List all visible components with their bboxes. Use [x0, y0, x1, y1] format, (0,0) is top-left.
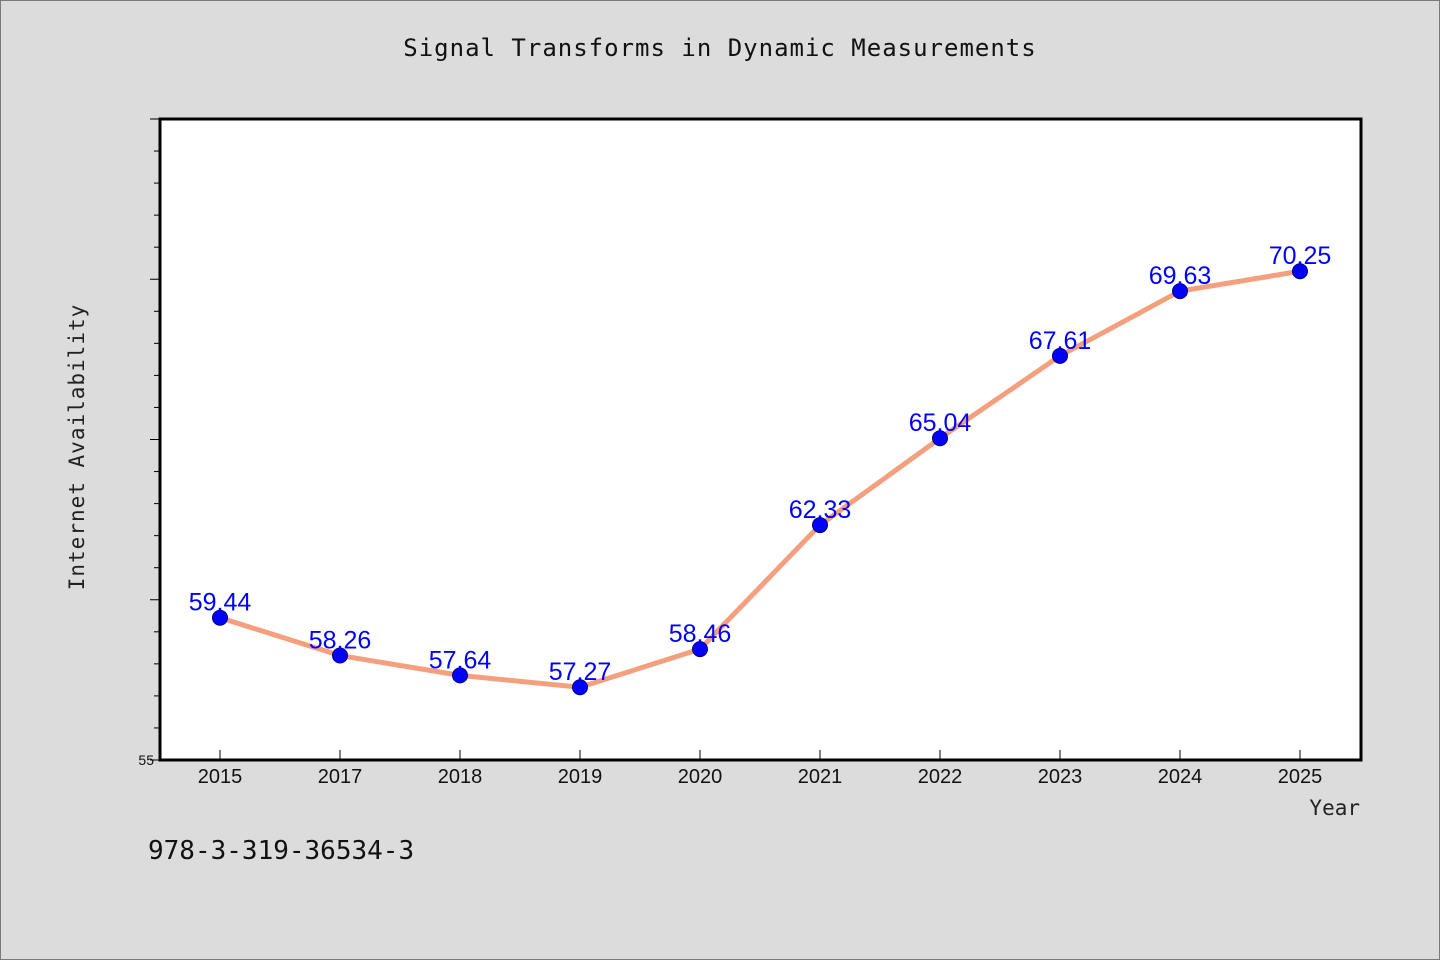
series-line: [217, 268, 1303, 690]
data-point: [692, 641, 708, 658]
isbn-text: 978-3-319-36534-3: [148, 836, 415, 866]
x-axis-ticks: 2015 2017 2018 2019 2020 2021 2022 2023 2024 2025: [198, 750, 1323, 788]
chart-title: Signal Transforms in Dynamic Measurement…: [403, 34, 1037, 62]
x-axis-label: Year: [1309, 796, 1360, 820]
data-point: [332, 647, 348, 664]
data-label: 67.61: [1029, 327, 1092, 355]
data-point: [932, 430, 948, 447]
series-group: [212, 263, 1308, 696]
plot-area: [158, 117, 1363, 762]
data-label: 69.63: [1149, 262, 1212, 290]
x-tick-label: 2023: [1038, 766, 1083, 788]
x-tick-label: 2021: [798, 766, 843, 788]
data-point: [452, 667, 468, 684]
data-label: 65.04: [909, 409, 972, 437]
data-label: 58.46: [669, 620, 732, 648]
data-point: [812, 517, 828, 534]
data-label: 58.26: [309, 627, 372, 655]
data-labels-group: 59.44 58.26 57.64 57.27 58.46 62.33 65.04 67.61…: [189, 242, 1332, 686]
x-tick-label: 2015: [198, 766, 243, 788]
x-tick-label: 2025: [1278, 766, 1323, 788]
data-point: [1172, 283, 1188, 300]
y-axis-ticks: 55: [138, 118, 160, 768]
data-label: 59.44: [189, 589, 252, 617]
x-tick-label: 2017: [318, 766, 363, 788]
x-tick-label: 2022: [918, 766, 963, 788]
x-tick-label: 2020: [678, 766, 723, 788]
data-point: [572, 679, 588, 696]
data-label: 57.64: [429, 646, 492, 674]
data-point: [212, 609, 228, 626]
data-point: [1292, 263, 1308, 280]
x-tick-label: 2024: [1158, 766, 1203, 788]
y-tick-label: 55: [138, 752, 154, 768]
data-label: 57.27: [549, 658, 612, 686]
x-tick-label: 2018: [438, 766, 483, 788]
data-point: [1052, 347, 1068, 364]
x-tick-label: 2019: [558, 766, 603, 788]
data-label: 70.25: [1269, 242, 1332, 270]
data-label: 62.33: [789, 496, 852, 524]
